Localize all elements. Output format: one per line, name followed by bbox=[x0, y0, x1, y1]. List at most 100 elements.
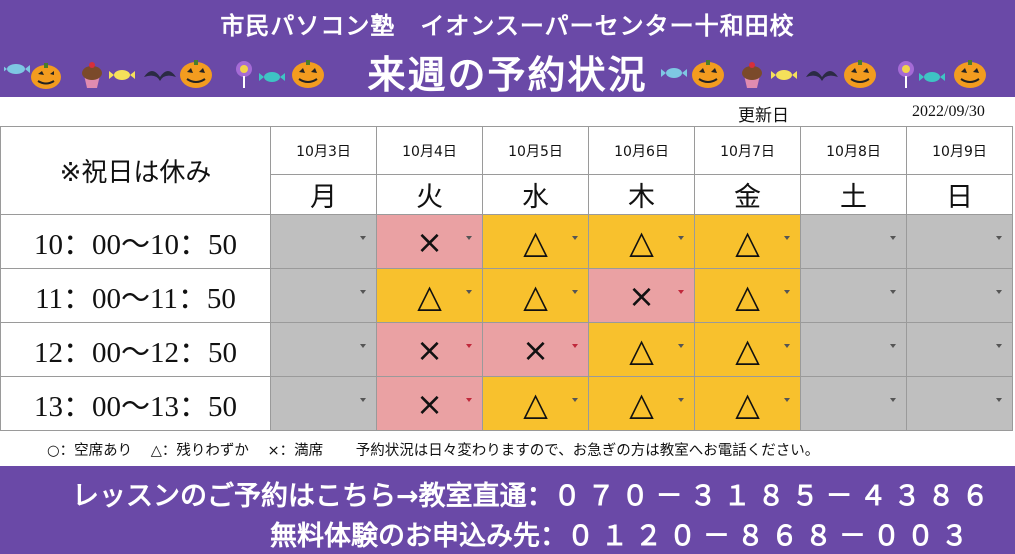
dropdown-arrow-icon bbox=[466, 344, 472, 348]
dropdown-arrow-icon bbox=[784, 398, 790, 402]
date-header: 10月3日 bbox=[270, 126, 377, 175]
pumpkin-icon bbox=[31, 63, 61, 89]
day-header: 火 bbox=[376, 174, 483, 215]
dropdown-arrow-icon bbox=[678, 344, 684, 348]
date-header: 10月6日 bbox=[588, 126, 695, 175]
dropdown-arrow-icon bbox=[784, 290, 790, 294]
slot-dropdown[interactable]: △ bbox=[482, 214, 589, 269]
candy-icon bbox=[259, 72, 285, 82]
time-slot-label: 11：00〜11：50 bbox=[0, 268, 271, 323]
dropdown-arrow-icon bbox=[678, 398, 684, 402]
slot-dropdown[interactable]: △ bbox=[376, 268, 483, 323]
pumpkin-icon bbox=[844, 60, 876, 88]
slot-status: × bbox=[416, 222, 443, 261]
time-slot-label: 12：00〜12：50 bbox=[0, 322, 271, 377]
dropdown-arrow-icon bbox=[996, 344, 1002, 348]
lollipop-icon bbox=[898, 61, 914, 88]
date-header: 10月8日 bbox=[800, 126, 907, 175]
candy-icon bbox=[771, 70, 797, 80]
slot-dropdown[interactable] bbox=[270, 214, 377, 269]
candy-icon bbox=[919, 72, 945, 82]
date-header: 10月5日 bbox=[482, 126, 589, 175]
slot-dropdown[interactable]: × bbox=[482, 322, 589, 377]
dropdown-arrow-icon bbox=[890, 290, 896, 294]
slot-dropdown[interactable]: △ bbox=[694, 214, 801, 269]
slot-dropdown[interactable]: × bbox=[588, 268, 695, 323]
legend-notice: 予約状況は日々変わりますので、お急ぎの方は教室へお電話ください。 bbox=[355, 443, 820, 459]
slot-status: × bbox=[522, 330, 549, 369]
slot-dropdown[interactable]: × bbox=[376, 376, 483, 431]
table-row: 13：00〜13：50 × △ △ △ bbox=[0, 376, 1013, 431]
slot-dropdown[interactable] bbox=[800, 268, 907, 323]
legend-full: ×：満席 bbox=[267, 443, 324, 459]
school-name: 市民パソコン塾 イオンスーパーセンター十和田校 bbox=[220, 12, 795, 40]
dropdown-arrow-icon bbox=[996, 236, 1002, 240]
slot-dropdown[interactable]: △ bbox=[694, 376, 801, 431]
day-header: 月 bbox=[270, 174, 377, 215]
slot-status: × bbox=[628, 276, 655, 315]
slot-status: △ bbox=[523, 384, 548, 423]
slot-dropdown[interactable]: △ bbox=[482, 268, 589, 323]
slot-dropdown[interactable] bbox=[906, 376, 1013, 431]
slot-dropdown[interactable]: △ bbox=[694, 322, 801, 377]
slot-dropdown[interactable]: △ bbox=[588, 376, 695, 431]
legend: ○：空席あり △：残りわずか ×：満席 予約状況は日々変わりますので、お急ぎの方… bbox=[47, 439, 819, 460]
slot-dropdown[interactable]: × bbox=[376, 322, 483, 377]
dropdown-arrow-icon bbox=[360, 344, 366, 348]
legend-vacant: ○：空席あり bbox=[47, 443, 133, 459]
cupcake-icon bbox=[742, 62, 762, 88]
slot-status: △ bbox=[735, 384, 760, 423]
slot-dropdown[interactable] bbox=[800, 214, 907, 269]
slot-dropdown[interactable]: △ bbox=[588, 214, 695, 269]
day-header: 日 bbox=[906, 174, 1013, 215]
day-header: 土 bbox=[800, 174, 907, 215]
dropdown-arrow-icon bbox=[572, 236, 578, 240]
slot-dropdown[interactable]: × bbox=[376, 214, 483, 269]
bat-icon bbox=[806, 71, 838, 81]
dropdown-arrow-icon bbox=[466, 236, 472, 240]
slot-dropdown[interactable]: △ bbox=[482, 376, 589, 431]
slot-status: △ bbox=[523, 222, 548, 261]
pumpkin-icon bbox=[292, 60, 324, 88]
slot-status: △ bbox=[735, 276, 760, 315]
date-header: 10月9日 bbox=[906, 126, 1013, 175]
table-row: 11：00〜11：50 △ △ × △ bbox=[0, 268, 1013, 323]
dropdown-arrow-icon bbox=[996, 290, 1002, 294]
slot-status: △ bbox=[523, 276, 548, 315]
slot-status: △ bbox=[735, 330, 760, 369]
lesson-contact: レッスンのご予約はこちら→教室直通：０７０－３１８５－４３８６ bbox=[72, 474, 996, 513]
date-header: 10月7日 bbox=[694, 126, 801, 175]
table-row: 10：00〜10：50 × △ △ △ bbox=[0, 214, 1013, 269]
cupcake-icon bbox=[82, 62, 102, 88]
dropdown-arrow-icon bbox=[678, 236, 684, 240]
pumpkin-icon bbox=[180, 60, 212, 88]
dropdown-arrow-icon bbox=[572, 290, 578, 294]
lesson-phone: ０７０－３１８５－４３８６ bbox=[553, 481, 996, 512]
lollipop-icon bbox=[236, 61, 252, 88]
slot-dropdown[interactable] bbox=[270, 268, 377, 323]
slot-dropdown[interactable] bbox=[270, 322, 377, 377]
slot-dropdown[interactable]: △ bbox=[694, 268, 801, 323]
slot-dropdown[interactable] bbox=[270, 376, 377, 431]
time-slot-label: 13：00〜13：50 bbox=[0, 376, 271, 431]
slot-dropdown[interactable] bbox=[800, 376, 907, 431]
trial-label: 無料体験のお申込み先： bbox=[270, 521, 567, 552]
time-slot-label: 10：00〜10：50 bbox=[0, 214, 271, 269]
halloween-decoration-right bbox=[661, 60, 986, 88]
slot-dropdown[interactable] bbox=[800, 322, 907, 377]
dropdown-arrow-icon bbox=[890, 398, 896, 402]
slot-status: △ bbox=[735, 222, 760, 261]
slot-dropdown[interactable] bbox=[906, 268, 1013, 323]
dropdown-arrow-icon bbox=[466, 290, 472, 294]
slot-dropdown[interactable] bbox=[906, 214, 1013, 269]
candy-icon bbox=[109, 70, 135, 80]
holiday-note: ※祝日は休み bbox=[0, 126, 271, 215]
slot-status: △ bbox=[629, 384, 654, 423]
slot-status: △ bbox=[629, 330, 654, 369]
day-header: 木 bbox=[588, 174, 695, 215]
dropdown-arrow-icon bbox=[572, 344, 578, 348]
slot-dropdown[interactable]: △ bbox=[588, 322, 695, 377]
slot-status: △ bbox=[629, 222, 654, 261]
slot-dropdown[interactable] bbox=[906, 322, 1013, 377]
trial-contact: 無料体験のお申込み先：０１２０－８６８－００３ bbox=[270, 514, 975, 553]
